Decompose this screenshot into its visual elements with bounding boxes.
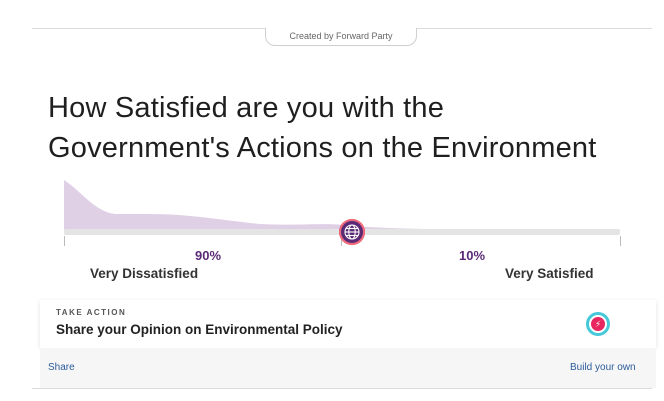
card-kicker: TAKE ACTION bbox=[56, 308, 127, 317]
globe-icon bbox=[344, 224, 360, 240]
build-your-own-link[interactable]: Build your own bbox=[570, 362, 636, 373]
poll-title-line-2: Government's Actions on the Environment bbox=[48, 132, 597, 164]
left-scale-label: Very Dissatisfied bbox=[90, 266, 199, 281]
lightning-bolt-icon[interactable]: ⚡ bbox=[586, 312, 610, 336]
distribution-area bbox=[64, 180, 620, 232]
poll-title: How Satisfied are you with the Governmen… bbox=[48, 88, 648, 168]
bottom-divider bbox=[32, 388, 652, 389]
slider-handle[interactable] bbox=[339, 219, 365, 245]
share-link[interactable]: Share bbox=[48, 362, 75, 373]
creator-badge: Created by Forward Party bbox=[265, 28, 417, 46]
right-percentage: 10% bbox=[459, 248, 486, 263]
poll-title-line-1: How Satisfied are you with the bbox=[48, 92, 445, 124]
right-scale-label: Very Satisfied bbox=[505, 266, 594, 281]
take-action-card[interactable]: TAKE ACTION Share your Opinion on Enviro… bbox=[40, 300, 656, 348]
distribution-chart bbox=[64, 180, 621, 246]
card-title: Share your Opinion on Environmental Poli… bbox=[56, 322, 343, 337]
footer-bar bbox=[40, 348, 656, 388]
left-percentage: 90% bbox=[195, 248, 222, 263]
